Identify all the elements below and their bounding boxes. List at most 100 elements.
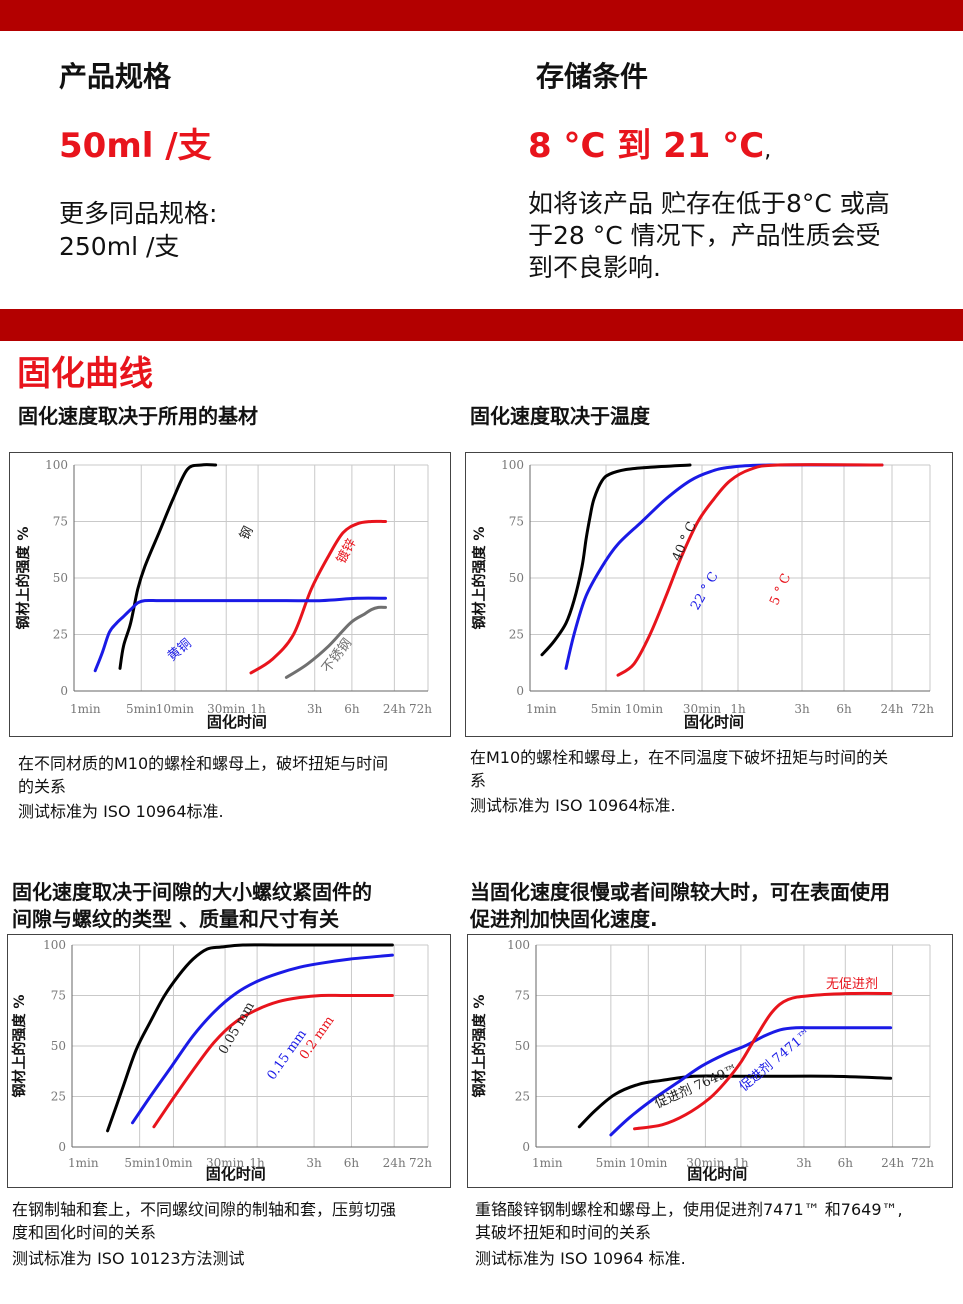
y-axis-title: 钢材上的强度 % <box>11 995 28 1098</box>
y-tick-label: 25 <box>509 628 524 642</box>
series-label: 钢 <box>237 524 256 543</box>
x-tick-label: 1h <box>733 1156 749 1170</box>
y-axis-title: 钢材上的强度 % <box>471 995 488 1098</box>
x-tick-label: 5min <box>596 1156 627 1170</box>
chart-heading-line: 固化速度取决于所用的基材 <box>18 404 258 428</box>
y-tick-label: 25 <box>53 628 68 642</box>
chart-caption: 在不同材质的M10的螺栓和螺母上，破坏扭矩与时间 的关系 测试标准为 ISO 1… <box>18 752 448 823</box>
x-tick-label: 6h <box>836 702 852 716</box>
y-axis-title: 钢材上的强度 % <box>15 527 32 630</box>
chart-caption-line: 测试标准为 ISO 10123方法测试 <box>12 1249 245 1268</box>
product-spec-value: 50ml /支 <box>59 126 212 166</box>
product-spec-title: 产品规格 <box>59 60 172 93</box>
y-tick-label: 75 <box>509 515 524 529</box>
x-tick-label: 30min <box>206 1156 244 1170</box>
chart-heading-line: 固化速度取决于间隙的大小螺纹紧固件的 <box>12 880 372 904</box>
series-line <box>106 943 394 1133</box>
chart-caption-line: 测试标准为 ISO 10964 标准. <box>475 1249 686 1268</box>
x-tick-label: 1min <box>68 1156 99 1170</box>
x-tick-label: 10min <box>625 702 663 716</box>
x-tick-label: 24h <box>881 1156 904 1170</box>
y-axis-title: 钢材上的强度 % <box>471 527 488 630</box>
x-tick-label: 6h <box>344 1156 360 1170</box>
series-label: 不锈钢 <box>319 636 355 676</box>
series-line <box>131 953 394 1125</box>
x-tick-label: 6h <box>838 1156 854 1170</box>
x-tick-label: 72h <box>911 1156 934 1170</box>
series-line <box>633 991 893 1131</box>
storage-temperature-value: 8 °C 到 21 °C <box>528 126 765 166</box>
series-label: 22 ° C <box>688 570 722 613</box>
chart-caption-line: 在不同材质的M10的螺栓和螺母上，破坏扭矩与时间 <box>18 754 389 773</box>
x-tick-label: 72h <box>911 702 934 716</box>
x-tick-label: 3h <box>796 1156 812 1170</box>
series-line <box>577 1074 893 1129</box>
x-axis-title: 固化时间 <box>206 1165 266 1183</box>
series-label: 无促进剂 <box>826 977 878 992</box>
x-tick-label: 1h <box>730 702 746 716</box>
chart-caption-line: 重铬酸锌钢制螺栓和螺母上，使用促进剂7471™ 和7649™, <box>475 1200 903 1219</box>
series-line <box>616 463 884 677</box>
series-line <box>564 463 884 670</box>
chart-caption-line: 测试标准为 ISO 10964标准. <box>470 796 676 815</box>
x-tick-label: 3h <box>306 1156 322 1170</box>
x-tick-label: 1min <box>70 702 101 716</box>
x-axis-title: 固化时间 <box>207 713 267 731</box>
x-tick-label: 10min <box>156 702 194 716</box>
y-tick-label: 0 <box>58 1140 66 1154</box>
series-line <box>118 463 218 670</box>
y-tick-label: 75 <box>515 989 530 1003</box>
x-tick-label: 1h <box>250 702 266 716</box>
storage-note-line: 到不良影响. <box>528 253 661 282</box>
chart-caption-line: 的关系 <box>18 777 67 796</box>
y-tick-label: 100 <box>501 458 524 472</box>
y-tick-label: 50 <box>51 1039 66 1053</box>
series-line <box>609 1026 893 1137</box>
y-tick-label: 0 <box>516 684 524 698</box>
series-label: 促进剂 7471™ <box>737 1026 815 1095</box>
series-line <box>93 596 387 673</box>
chart-caption-line: 度和固化时间的关系 <box>12 1223 157 1242</box>
chart-panel: 0 25 50 75 100 1min 5min 10min 30min 1h 3h 6h 24h 72h… <box>467 934 953 1188</box>
section-divider-bar <box>0 309 963 341</box>
x-tick-label: 30min <box>686 1156 724 1170</box>
chart-heading-line: 间隙与螺纹的类型 、质量和尺寸有关 <box>12 907 339 931</box>
x-tick-label: 10min <box>154 1156 192 1170</box>
series-line <box>540 463 692 657</box>
chart-panel: 0 25 50 75 100 1min 5min 10min 30min 1h 3h 6h 24h 72h… <box>9 452 451 737</box>
x-tick-label: 24h <box>383 1156 406 1170</box>
y-tick-label: 75 <box>51 989 66 1003</box>
chart-heading-line: 固化速度取决于温度 <box>470 404 650 428</box>
series-label: 黄铜 <box>165 636 195 664</box>
chart-heading-line: 促进剂加快固化速度. <box>470 907 658 931</box>
chart-caption-line: 在M10的螺栓和螺母上，在不同温度下破坏扭矩与时间的关 <box>470 748 889 767</box>
y-tick-label: 50 <box>53 571 68 585</box>
x-tick-label: 10min <box>629 1156 667 1170</box>
x-tick-label: 24h <box>881 702 904 716</box>
x-tick-label: 1min <box>532 1156 563 1170</box>
x-tick-label: 5min <box>124 1156 155 1170</box>
x-tick-label: 1h <box>249 1156 265 1170</box>
series-label: 40 ° C <box>670 520 701 564</box>
more-specs-label: 更多同品规格: <box>59 199 218 228</box>
series-line <box>284 605 387 679</box>
series-label: 0.05 mm <box>216 1000 258 1057</box>
y-tick-label: 50 <box>515 1039 530 1053</box>
chart-heading: 固化速度取决于温度 <box>470 403 650 430</box>
y-tick-label: 100 <box>43 938 66 952</box>
x-axis-title: 固化时间 <box>684 713 744 731</box>
storage-note-line: 如将该产品 贮存在低于8°C 或高 <box>528 189 890 218</box>
x-tick-label: 5min <box>591 702 622 716</box>
chart-heading: 当固化速度很慢或者间隙较大时，可在表面使用 促进剂加快固化速度. <box>470 879 890 933</box>
storage-note-line: 于28 °C 情况下，产品性质会受 <box>528 221 881 250</box>
chart-caption: 重铬酸锌钢制螺栓和螺母上，使用促进剂7471™ 和7649™, 其破坏扭矩和时间… <box>475 1198 960 1270</box>
x-tick-label: 72h <box>409 702 432 716</box>
chart-caption-line: 在钢制轴和套上，不同螺纹间隙的制轴和套，压剪切强 <box>12 1200 397 1219</box>
storage-note: 如将该产品 贮存在低于8°C 或高 于28 °C 情况下，产品性质会受 到不良影… <box>528 188 890 284</box>
storage-title: 存储条件 <box>536 60 649 93</box>
x-axis-title: 固化时间 <box>687 1165 747 1183</box>
